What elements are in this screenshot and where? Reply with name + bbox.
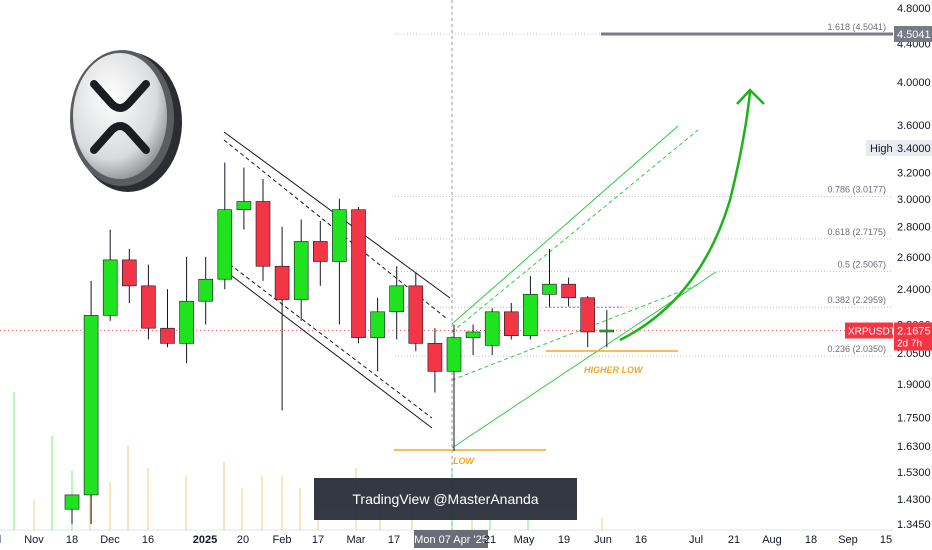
x-tick-label: Jul	[689, 534, 703, 546]
candle-body	[198, 278, 213, 302]
y-tick-label: 1.4300	[897, 494, 931, 506]
y-tick-label: 3.2000	[897, 168, 931, 180]
x-tick-label: 16	[635, 534, 647, 546]
x-tick-label: 20	[237, 534, 249, 546]
candle-body	[293, 241, 309, 300]
y-tick-label: 1.3450	[897, 519, 931, 531]
candle-body	[122, 259, 137, 287]
high-label: High	[870, 143, 893, 155]
x-tick-label: Nov	[24, 534, 44, 546]
candle-body	[217, 209, 233, 280]
candle-body	[580, 297, 596, 333]
y-tick-label: 1.5300	[897, 467, 931, 479]
target-price-label: 4.5041	[897, 29, 931, 41]
higher-low-label: HIGHER LOW	[584, 365, 644, 375]
channel-up-dash1	[451, 129, 699, 333]
candle-body	[408, 285, 424, 344]
watermark: TradingView @MasterAnanda	[314, 478, 577, 520]
y-tick-label: 1.7500	[897, 412, 931, 424]
candle-body	[370, 311, 385, 338]
projection-arrow	[619, 91, 752, 342]
price-tag	[894, 322, 932, 351]
x-tick-label: 16	[142, 534, 154, 546]
x-tick-label: 17	[312, 534, 324, 546]
y-tick-label: 3.6000	[897, 120, 931, 132]
candle-body	[542, 283, 557, 295]
y-tick-label: 3.0000	[897, 194, 931, 206]
xrp-logo-icon	[62, 42, 184, 192]
candle-body	[427, 343, 443, 372]
x-tick-label: Jun	[594, 534, 612, 546]
fib-label: 0.236 (2.0350)	[827, 344, 886, 354]
candle-body	[523, 294, 538, 337]
last-price-label: 2.1675	[897, 326, 931, 338]
candle-body	[102, 259, 118, 316]
candle-body	[351, 209, 366, 338]
fib-label: 1.618 (4.5041)	[827, 22, 886, 32]
y-tick-label: 2.4000	[897, 284, 931, 296]
candle-body	[83, 315, 99, 496]
x-tick-label: May	[514, 534, 535, 546]
fib-label: 0.5 (2.5067)	[837, 260, 886, 270]
x-tick-label: 15	[880, 534, 892, 546]
candle-body	[465, 331, 481, 338]
x-tick-label: 21	[484, 534, 496, 546]
y-tick-label: 1.6300	[897, 441, 931, 453]
candle-body	[64, 494, 80, 510]
candle-body	[312, 241, 328, 262]
high-price-label: 3.4000	[897, 143, 931, 155]
x-crosshair-label: Mon 07 Apr '25	[414, 534, 488, 546]
x-tick-label: l	[0, 534, 1, 546]
candle-body	[332, 209, 347, 262]
x-tick-label: 2025	[193, 534, 217, 546]
candle-body	[255, 201, 271, 267]
x-tick-label: 18	[805, 534, 817, 546]
y-tick-label: 1.9000	[897, 379, 931, 391]
low-label: LOW	[453, 456, 475, 466]
high-price-tag	[894, 140, 932, 157]
x-tick-label: Dec	[100, 534, 120, 546]
fib-label: 0.786 (3.0177)	[827, 184, 886, 194]
y-tick-label: 4.0000	[897, 77, 931, 89]
high-label-tag	[866, 140, 894, 157]
candle-body	[179, 300, 194, 344]
candle-body	[274, 265, 290, 300]
candle-body	[160, 327, 175, 344]
y-tick-label: 2.8000	[897, 222, 931, 234]
candle-body	[446, 337, 462, 372]
candle-body	[484, 311, 500, 346]
candle-body	[141, 285, 156, 329]
fib-label: 0.382 (2.2959)	[827, 295, 886, 305]
candle-body	[599, 329, 615, 333]
target-price-tag	[894, 25, 932, 42]
candle-body	[389, 285, 405, 313]
symbol-tag	[845, 322, 893, 339]
channel-up-upper	[451, 125, 679, 325]
x-tick-label: 21	[728, 534, 740, 546]
candle-body	[503, 311, 519, 337]
x-tick-label: Feb	[273, 534, 292, 546]
x-tick-label: 18	[66, 534, 78, 546]
channel-down-lower	[223, 269, 433, 429]
x-tick-label: 17	[388, 534, 400, 546]
candle-body	[236, 201, 252, 211]
x-tick-label: Sep	[838, 534, 858, 546]
x-crosshair-tag	[414, 530, 488, 548]
symbol-label: XRPUSDT	[848, 327, 896, 338]
channel-down-mid2	[223, 259, 433, 419]
y-tick-label: 2.6000	[897, 252, 931, 264]
x-tick-label: Aug	[762, 534, 782, 546]
x-tick-label: Mar	[347, 534, 366, 546]
channel-up-dash2	[451, 283, 701, 381]
y-tick-label: 2.0500	[897, 348, 931, 360]
fib-label: 0.618 (2.7175)	[827, 227, 886, 237]
candle-body	[561, 283, 576, 299]
projection-arrowhead	[736, 88, 765, 105]
y-tick-label: 4.8000	[897, 3, 931, 15]
x-tick-label: 19	[558, 534, 570, 546]
countdown-label: 2d 7h	[897, 339, 922, 350]
